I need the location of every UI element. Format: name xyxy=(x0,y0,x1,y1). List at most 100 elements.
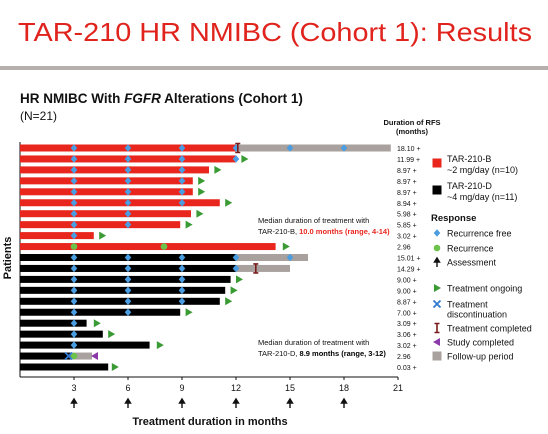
recurrence-free-marker xyxy=(178,166,186,174)
recurrence-free-marker xyxy=(178,297,186,306)
recurrence-free-marker xyxy=(70,144,78,152)
assessment-marker xyxy=(340,397,348,408)
legend-label: ~4 mg/day (n=11) xyxy=(447,192,517,202)
recurrence-free-marker xyxy=(124,155,132,163)
rfs-label: 8.97 + xyxy=(397,179,417,186)
recurrence-free-marker xyxy=(70,188,78,196)
recurrence-free-marker xyxy=(178,198,186,207)
legend-label: Recurrence free xyxy=(447,229,512,239)
legend-title: Response xyxy=(431,213,476,224)
treatment-ongoing-marker xyxy=(225,198,233,207)
legend-label: discontinuation xyxy=(447,310,507,320)
recurrence-free-marker xyxy=(70,231,78,240)
legend-label: Treatment ongoing xyxy=(447,284,522,294)
assessment-marker xyxy=(124,397,132,408)
rfs-label: 9.00 + xyxy=(397,277,417,284)
recurrence-free-marker xyxy=(70,166,78,174)
legend-label: Recurrence xyxy=(447,244,494,254)
y-axis-label: Patients xyxy=(2,237,14,280)
recurrence-free-marker xyxy=(124,308,132,317)
annotation: Median duration of treatment with xyxy=(258,216,369,225)
treatment-bar xyxy=(20,330,103,338)
legend-label: Study completed xyxy=(447,338,514,348)
recurrence-free-marker xyxy=(70,253,78,262)
rfs-label: 8.97 + xyxy=(397,190,417,197)
divider xyxy=(0,66,548,70)
rfs-label: 0.03 + xyxy=(397,365,417,372)
annotation-highlight: 8.9 months (range, 3-12) xyxy=(300,349,387,358)
assessment-marker xyxy=(433,256,441,267)
recurrence-free-marker xyxy=(70,198,78,207)
rfs-label: 5.85 + xyxy=(397,223,417,230)
treatment-bar xyxy=(20,232,94,240)
recurrence-free-marker xyxy=(70,319,78,327)
rfs-label: 9.00 + xyxy=(397,288,417,295)
treatment-bar xyxy=(20,210,191,218)
recurrence-free-marker xyxy=(178,188,186,196)
recurrence-free-marker xyxy=(124,144,132,152)
legend-label: TAR-210-B xyxy=(447,154,491,164)
recurrence-free-marker xyxy=(178,275,186,284)
rfs-header: Duration of RFS xyxy=(383,118,440,127)
treatment-completed-marker xyxy=(434,322,440,334)
rfs-label: 5.98 + xyxy=(397,212,417,219)
recurrence-free-marker xyxy=(286,253,294,262)
treatment-ongoing-marker xyxy=(225,297,233,306)
treatment-bar xyxy=(20,286,226,294)
treatment-ongoing-marker xyxy=(156,341,164,350)
treatment-bar xyxy=(20,243,276,251)
assessment-marker xyxy=(178,397,186,408)
recurrence-free-marker xyxy=(70,341,78,349)
recurrence-free-marker xyxy=(124,177,132,185)
recurrence-free-marker xyxy=(286,144,294,152)
rfs-label: 3.02 + xyxy=(397,343,417,350)
treatment-ongoing-marker xyxy=(236,275,243,284)
treatment-completed-marker xyxy=(235,142,241,154)
rfs-label: 8.97 + xyxy=(397,168,417,175)
treatment-ongoing-marker xyxy=(196,209,204,218)
assessment-marker xyxy=(70,397,78,408)
treatment-ongoing-marker xyxy=(108,330,116,339)
treatment-discontinuation-marker xyxy=(432,299,442,309)
x-tick-label: 3 xyxy=(71,383,76,393)
rfs-label: 18.10 + xyxy=(397,146,421,153)
rfs-label: 7.00 + xyxy=(397,310,417,317)
recurrence-free-marker xyxy=(124,209,132,218)
treatment-bar xyxy=(20,297,220,305)
legend-swatch xyxy=(432,158,442,168)
recurrence-free-marker xyxy=(70,264,78,273)
recurrence-free-marker xyxy=(178,286,186,295)
recurrence-marker xyxy=(433,244,441,252)
treatment-bar xyxy=(20,319,87,327)
treatment-ongoing-marker xyxy=(93,319,101,328)
x-tick-label: 6 xyxy=(125,383,130,393)
legend-label: Treatment xyxy=(447,300,488,310)
treatment-ongoing-marker xyxy=(99,231,107,240)
recurrence-free-marker xyxy=(232,253,240,262)
recurrence-free-marker xyxy=(70,286,78,295)
recurrence-free-marker xyxy=(178,253,186,262)
annotation-highlight: 10.0 months (range, 4-14) xyxy=(299,227,390,236)
recurrence-free-marker xyxy=(178,155,186,163)
x-tick-label: 15 xyxy=(285,383,295,393)
annotation-prefix: TAR-210-B, xyxy=(258,227,299,236)
recurrence-free-marker xyxy=(124,264,132,273)
legend-label: Treatment completed xyxy=(447,324,532,334)
treatment-bar xyxy=(20,363,109,371)
x-tick-label: 18 xyxy=(339,383,349,393)
recurrence-free-marker xyxy=(70,275,78,284)
recurrence-free-marker xyxy=(124,188,132,196)
x-tick-label: 12 xyxy=(231,383,241,393)
treatment-ongoing-marker xyxy=(198,187,206,196)
annotation: Median duration of treatment with xyxy=(258,338,369,347)
treatment-ongoing-marker xyxy=(214,165,222,174)
x-axis-label: Treatment duration in months xyxy=(132,416,287,428)
n-label: (N=21) xyxy=(20,109,57,123)
treatment-bar xyxy=(20,221,181,229)
rfs-label: 2.96 xyxy=(397,354,411,361)
rfs-label: 3.06 + xyxy=(397,332,417,339)
x-tick-label: 9 xyxy=(179,383,184,393)
treatment-bar xyxy=(20,308,181,316)
annotation: TAR-210-D, 8.9 months (range, 3-12) xyxy=(258,349,386,358)
